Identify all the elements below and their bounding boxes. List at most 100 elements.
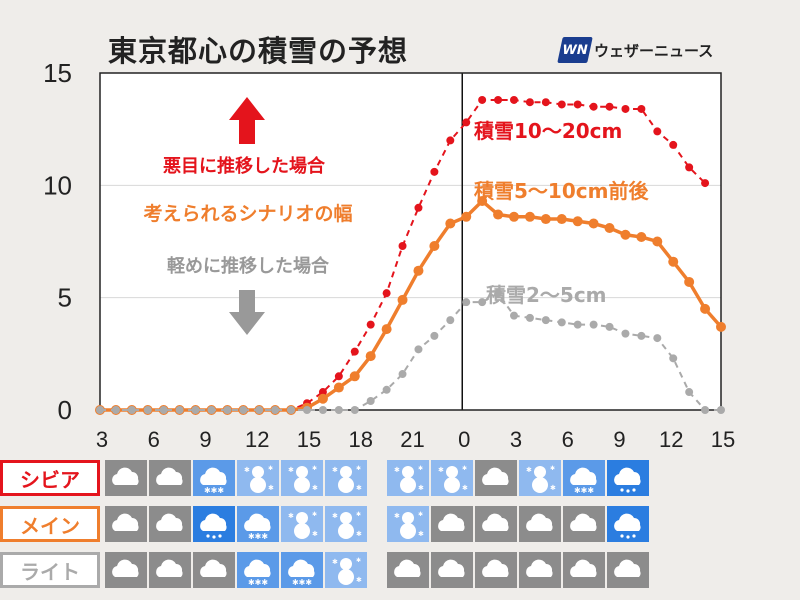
annotation-label: 積雪2～5cm — [486, 283, 607, 307]
svg-text:✱: ✱ — [526, 466, 532, 474]
series-point-2 — [717, 406, 725, 414]
series-point-2 — [111, 406, 120, 414]
snow-cloud-icon: ✱✱✱ — [193, 460, 235, 496]
series-point-0 — [589, 102, 598, 111]
series-point-1 — [397, 294, 408, 305]
cloud-icon — [475, 506, 517, 542]
series-point-2 — [159, 406, 168, 414]
series-point-2 — [143, 406, 152, 414]
x-tick-label: 0 — [458, 427, 470, 452]
svg-text:✱: ✱ — [550, 465, 555, 472]
series-point-2 — [478, 298, 487, 307]
series-point-0 — [446, 136, 455, 145]
cloud-icon — [519, 552, 561, 588]
brand-logo: WN — [557, 37, 593, 63]
series-point-2 — [510, 311, 518, 320]
svg-text:✱: ✱ — [438, 466, 444, 474]
series-point-2 — [589, 320, 598, 329]
x-tick-label: 15 — [297, 427, 321, 452]
series-point-2 — [494, 289, 503, 298]
plot-frame — [99, 72, 722, 411]
x-tick-label: 12 — [245, 427, 269, 452]
annotation-label: 悪目に推移した場合 — [163, 155, 326, 177]
series-point-2 — [318, 406, 327, 414]
svg-text:✱: ✱ — [288, 466, 294, 474]
x-tick-label: 12 — [659, 427, 683, 452]
series-point-1 — [509, 211, 519, 222]
x-tick-label: 18 — [349, 427, 373, 452]
cloud-icon — [607, 552, 649, 588]
x-tick-label: 21 — [400, 427, 424, 452]
series-point-2 — [255, 406, 264, 414]
svg-text:✱: ✱ — [332, 466, 338, 474]
arrow-down-icon — [229, 290, 265, 335]
series-point-1 — [588, 218, 599, 229]
rain-cloud-icon — [607, 506, 649, 542]
series-point-1 — [381, 324, 392, 335]
svg-text:✱: ✱ — [268, 484, 274, 492]
y-tick-label: 15 — [43, 58, 72, 88]
y-tick-label: 0 — [58, 395, 72, 425]
series-point-1 — [572, 216, 583, 227]
series-point-2 — [621, 329, 630, 338]
series-point-2 — [669, 354, 678, 363]
series-point-2 — [175, 406, 184, 414]
svg-text:✱✱✱: ✱✱✱ — [292, 578, 312, 587]
series-point-2 — [525, 313, 534, 322]
series-point-0 — [557, 100, 566, 109]
series-point-0 — [350, 347, 359, 356]
x-tick-label: 6 — [148, 427, 160, 452]
row-label: メイン — [0, 506, 100, 542]
series-point-1 — [700, 303, 711, 314]
snowman-icon: ✱ ✱ ✱ — [325, 506, 367, 542]
series-point-0 — [494, 95, 503, 104]
series-point-2 — [96, 406, 104, 414]
series-point-2 — [446, 316, 455, 325]
series-point-2 — [573, 320, 582, 329]
series-point-2 — [653, 334, 662, 343]
series-point-0 — [621, 104, 630, 113]
series-point-0 — [318, 388, 327, 397]
series-point-2 — [557, 318, 566, 327]
series-point-2 — [462, 298, 471, 307]
brand-name: ウェザーニュース — [594, 41, 714, 60]
svg-text:✱: ✱ — [312, 465, 317, 472]
annotation-label: 軽めに推移した場合 — [167, 255, 330, 277]
series-point-0 — [430, 167, 439, 176]
x-tick-label: 3 — [96, 427, 108, 452]
series-point-0 — [701, 179, 710, 188]
series-point-0 — [637, 104, 646, 113]
svg-text:✱: ✱ — [550, 484, 556, 492]
svg-text:✱: ✱ — [332, 512, 338, 520]
row-label: シビア — [0, 460, 100, 496]
series-point-1 — [493, 209, 504, 220]
svg-text:✱✱✱: ✱✱✱ — [248, 578, 268, 587]
series-point-1 — [317, 393, 328, 404]
svg-text:✱✱✱: ✱✱✱ — [248, 532, 268, 541]
snowman-icon: ✱ ✱ ✱ — [281, 460, 323, 496]
rain-cloud-icon — [193, 506, 235, 542]
series-point-1 — [636, 232, 647, 243]
snowman-icon: ✱ ✱ ✱ — [519, 460, 561, 496]
series-point-0 — [541, 98, 550, 107]
series-point-0 — [573, 100, 582, 109]
cloud-icon — [431, 506, 473, 542]
cloud-icon — [149, 552, 191, 588]
series-point-0 — [414, 203, 423, 212]
svg-text:✱: ✱ — [356, 511, 361, 518]
series-point-0 — [462, 118, 471, 127]
series-point-2 — [541, 316, 550, 325]
series-point-2 — [430, 331, 439, 340]
series-point-0 — [478, 95, 487, 104]
series-point-2 — [334, 406, 343, 414]
series-point-1 — [620, 229, 631, 240]
series-point-0 — [334, 372, 343, 381]
x-tick-label: 9 — [613, 427, 625, 452]
rain-cloud-icon — [607, 460, 649, 496]
snowman-icon: ✱ ✱ ✱ — [387, 460, 429, 496]
y-tick-label: 5 — [58, 283, 72, 313]
series-point-2 — [414, 345, 423, 354]
svg-text:✱: ✱ — [356, 530, 362, 538]
cloud-icon — [149, 506, 191, 542]
series-point-2 — [303, 406, 311, 414]
